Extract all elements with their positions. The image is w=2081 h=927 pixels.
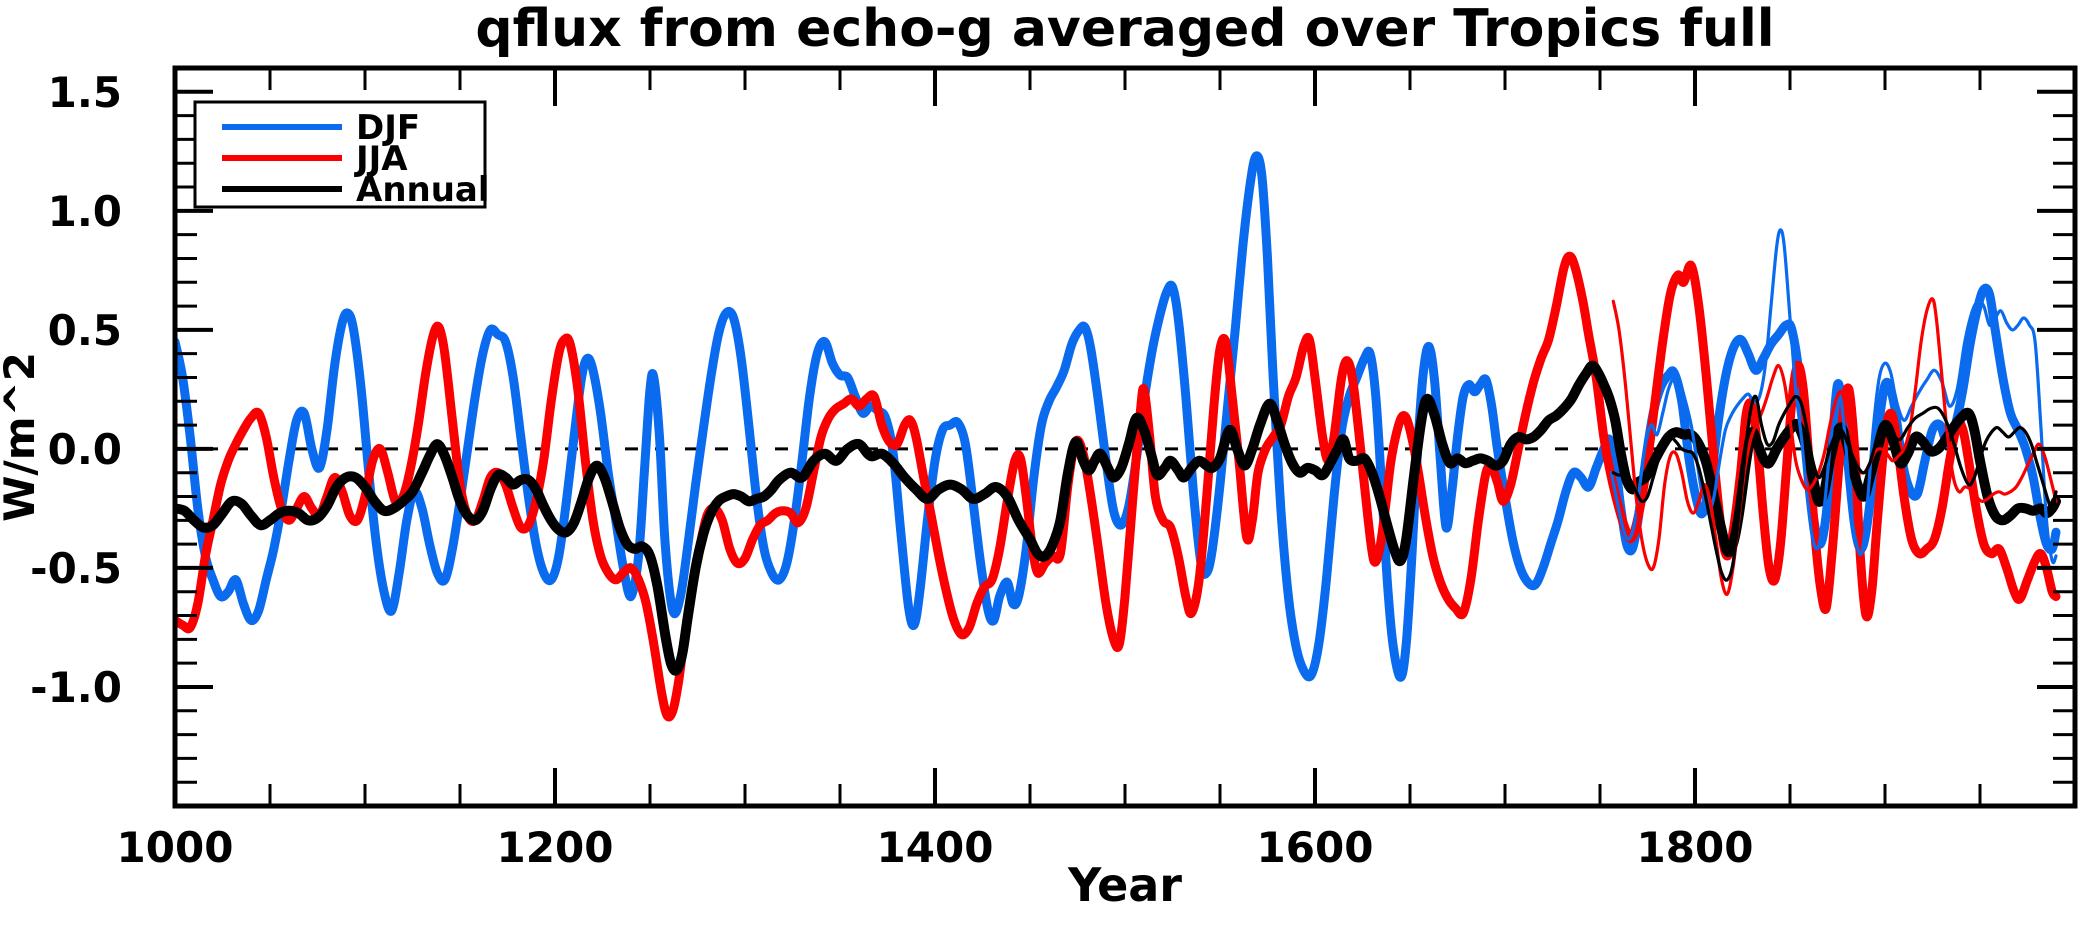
tick-label: 1000	[117, 823, 234, 872]
tick-label: 1.0	[48, 187, 122, 236]
chart-title: qflux from echo-g averaged over Tropics …	[475, 0, 1774, 59]
tick-label: 0.0	[48, 425, 122, 474]
y-axis-label: W/m^2	[0, 352, 44, 522]
series-jja	[175, 251, 2061, 722]
tick-label: 1400	[877, 823, 994, 872]
axis-tick-labels: 1000 1200 1400 1600 1800 -1.0 -0.5 0.0 0.5 1.0 1.5	[30, 68, 1753, 872]
tick-label: -1.0	[30, 663, 122, 712]
legend: DJF JJA Annual	[193, 100, 490, 210]
data-series	[175, 151, 2061, 722]
tick-label: 1800	[1637, 823, 1754, 872]
tick-label: -0.5	[30, 544, 122, 593]
legend-label-jja: JJA	[354, 139, 408, 179]
tick-label: 0.5	[48, 306, 122, 355]
x-axis-label: Year	[1067, 858, 1182, 912]
series-annual-thin	[1611, 394, 2058, 582]
tick-label: 1600	[1257, 823, 1374, 872]
series-djf-thin	[1609, 228, 2058, 565]
plot-border	[172, 65, 2078, 809]
series-annual	[175, 360, 2061, 676]
legend-label-djf: DJF	[356, 108, 420, 148]
legend-label-annual: Annual	[356, 170, 490, 210]
series-jja-thin	[1611, 297, 2058, 597]
tick-label: 1.5	[48, 68, 122, 117]
tick-label: 1200	[497, 823, 614, 872]
series-djf	[175, 151, 2061, 682]
